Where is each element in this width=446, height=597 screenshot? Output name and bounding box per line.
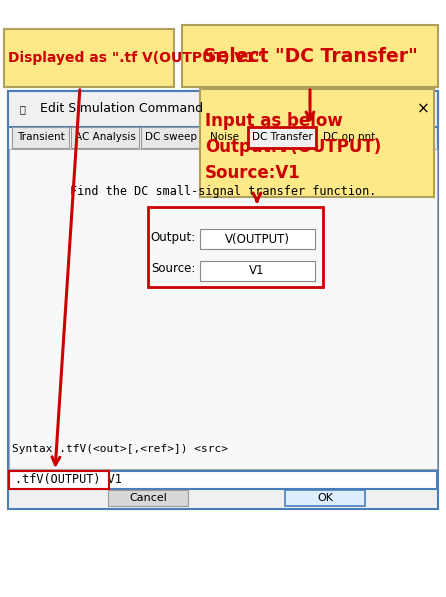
- Text: Input as below
Output:V(OUTPUT)
Source:V1: Input as below Output:V(OUTPUT) Source:V…: [205, 112, 381, 183]
- FancyBboxPatch shape: [203, 127, 246, 148]
- FancyBboxPatch shape: [9, 471, 437, 489]
- Text: Source:: Source:: [152, 263, 196, 275]
- FancyBboxPatch shape: [71, 127, 139, 148]
- Text: V1: V1: [249, 264, 265, 278]
- FancyBboxPatch shape: [141, 127, 201, 148]
- FancyBboxPatch shape: [9, 149, 437, 469]
- FancyBboxPatch shape: [200, 229, 315, 249]
- FancyBboxPatch shape: [148, 207, 323, 287]
- Text: Find the DC small-signal transfer function.: Find the DC small-signal transfer functi…: [70, 186, 376, 198]
- FancyBboxPatch shape: [8, 91, 438, 509]
- Text: Syntax .tfV(<out>[,<ref>]) <src>: Syntax .tfV(<out>[,<ref>]) <src>: [12, 444, 228, 454]
- Text: DC sweep: DC sweep: [145, 133, 197, 143]
- FancyBboxPatch shape: [318, 127, 380, 148]
- FancyBboxPatch shape: [285, 490, 365, 506]
- Text: Transient: Transient: [17, 133, 64, 143]
- Text: Output:: Output:: [151, 230, 196, 244]
- Text: Edit Simulation Command: Edit Simulation Command: [40, 103, 203, 115]
- FancyBboxPatch shape: [182, 25, 438, 87]
- Text: V(OUTPUT): V(OUTPUT): [224, 232, 289, 245]
- FancyBboxPatch shape: [108, 490, 188, 506]
- Text: DC op pnt: DC op pnt: [323, 133, 375, 143]
- Text: ×: ×: [417, 101, 430, 116]
- Text: Select "DC Transfer": Select "DC Transfer": [202, 47, 417, 66]
- FancyBboxPatch shape: [12, 127, 69, 148]
- FancyBboxPatch shape: [200, 261, 315, 281]
- FancyBboxPatch shape: [200, 89, 434, 197]
- Text: Cancel: Cancel: [129, 493, 167, 503]
- Text: OK: OK: [317, 493, 333, 503]
- Text: .tfV(OUTPUT) V1: .tfV(OUTPUT) V1: [15, 473, 122, 487]
- FancyBboxPatch shape: [248, 127, 316, 148]
- Text: Displayed as ".tf V(OUTPUT) V1": Displayed as ".tf V(OUTPUT) V1": [8, 51, 262, 65]
- FancyBboxPatch shape: [4, 29, 174, 87]
- Text: AC Analysis: AC Analysis: [74, 133, 136, 143]
- Text: 🚩: 🚩: [20, 104, 26, 114]
- Text: Noise: Noise: [210, 133, 239, 143]
- Text: DC Transfer: DC Transfer: [252, 133, 312, 143]
- FancyBboxPatch shape: [8, 91, 438, 127]
